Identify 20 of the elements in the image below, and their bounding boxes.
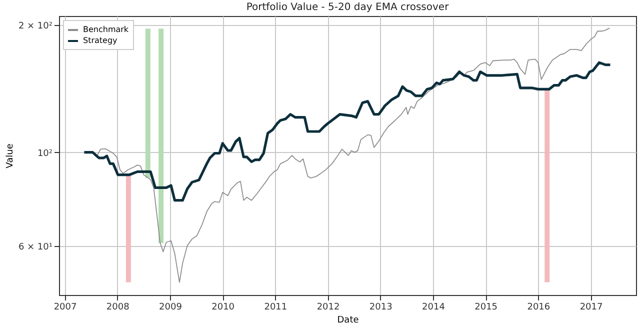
x-tick-label: 2017 [580,302,603,312]
legend-label: Strategy [83,36,118,45]
x-tick-label: 2016 [527,302,550,312]
x-tick-label: 2012 [316,302,340,312]
x-tick-label: 2013 [369,302,392,312]
y-axis-title: Value [5,143,16,168]
x-tick-label: 2007 [54,302,77,312]
y-tick-label: 2 × 10² [18,21,53,32]
line-series [82,61,612,202]
legend-label: Benchmark [83,25,129,34]
y-tick-label: 6 × 10¹ [18,242,53,253]
x-tick-label: 2015 [474,302,498,312]
x-tick-label: 2009 [159,302,182,312]
x-axis-title: Date [337,316,360,326]
chart-title: Portfolio Value - 5-20 day EMA crossover [246,2,450,13]
x-tick-label: 2010 [212,302,235,312]
x-tick-label: 2011 [264,302,288,312]
x-tick-label: 2014 [422,302,446,312]
x-tick-label: 2008 [106,302,130,312]
y-tick-label: 10² [37,148,53,159]
